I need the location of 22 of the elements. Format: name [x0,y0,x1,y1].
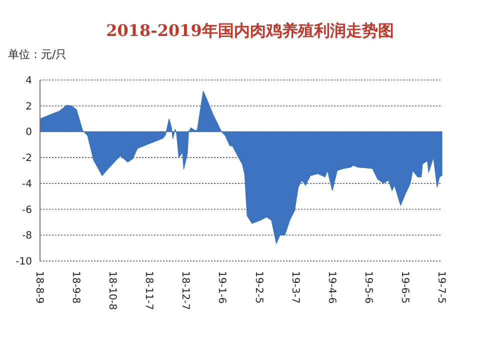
x-tick-label: 18-10-8 [106,271,118,310]
x-tick-label: 19-3-7 [289,271,300,304]
x-tick-label: 19-4-6 [326,271,337,304]
x-tick-label: 19-1-6 [216,271,228,304]
y-tick-label: -8 [22,230,32,242]
y-tick-label: -6 [22,204,32,216]
y-tick-label: 0 [26,127,32,138]
y-tick-label: 2 [26,101,32,112]
x-tick-label: 19-2-5 [252,271,264,304]
x-tick-label: 18-11-7 [143,271,154,310]
y-tick-label: -4 [22,178,32,190]
x-tick-label: 19-6-5 [398,271,410,304]
x-tick-label: 18-9-8 [70,271,82,304]
y-tick-label: -2 [22,153,32,164]
y-tick-label: 4 [26,76,32,86]
chart-title: 2018-2019年国内肉鸡养殖利润走势图 [106,21,394,40]
x-tick-label: 18-8-9 [34,271,44,304]
x-tick-label: 18-12-7 [180,271,191,310]
y-tick-label: -10 [16,256,32,268]
y-axis-title: 单位：元/只 [8,48,67,61]
x-tick-label: 19-5-6 [362,271,374,304]
x-tick-label: 19-7-5 [436,271,446,304]
